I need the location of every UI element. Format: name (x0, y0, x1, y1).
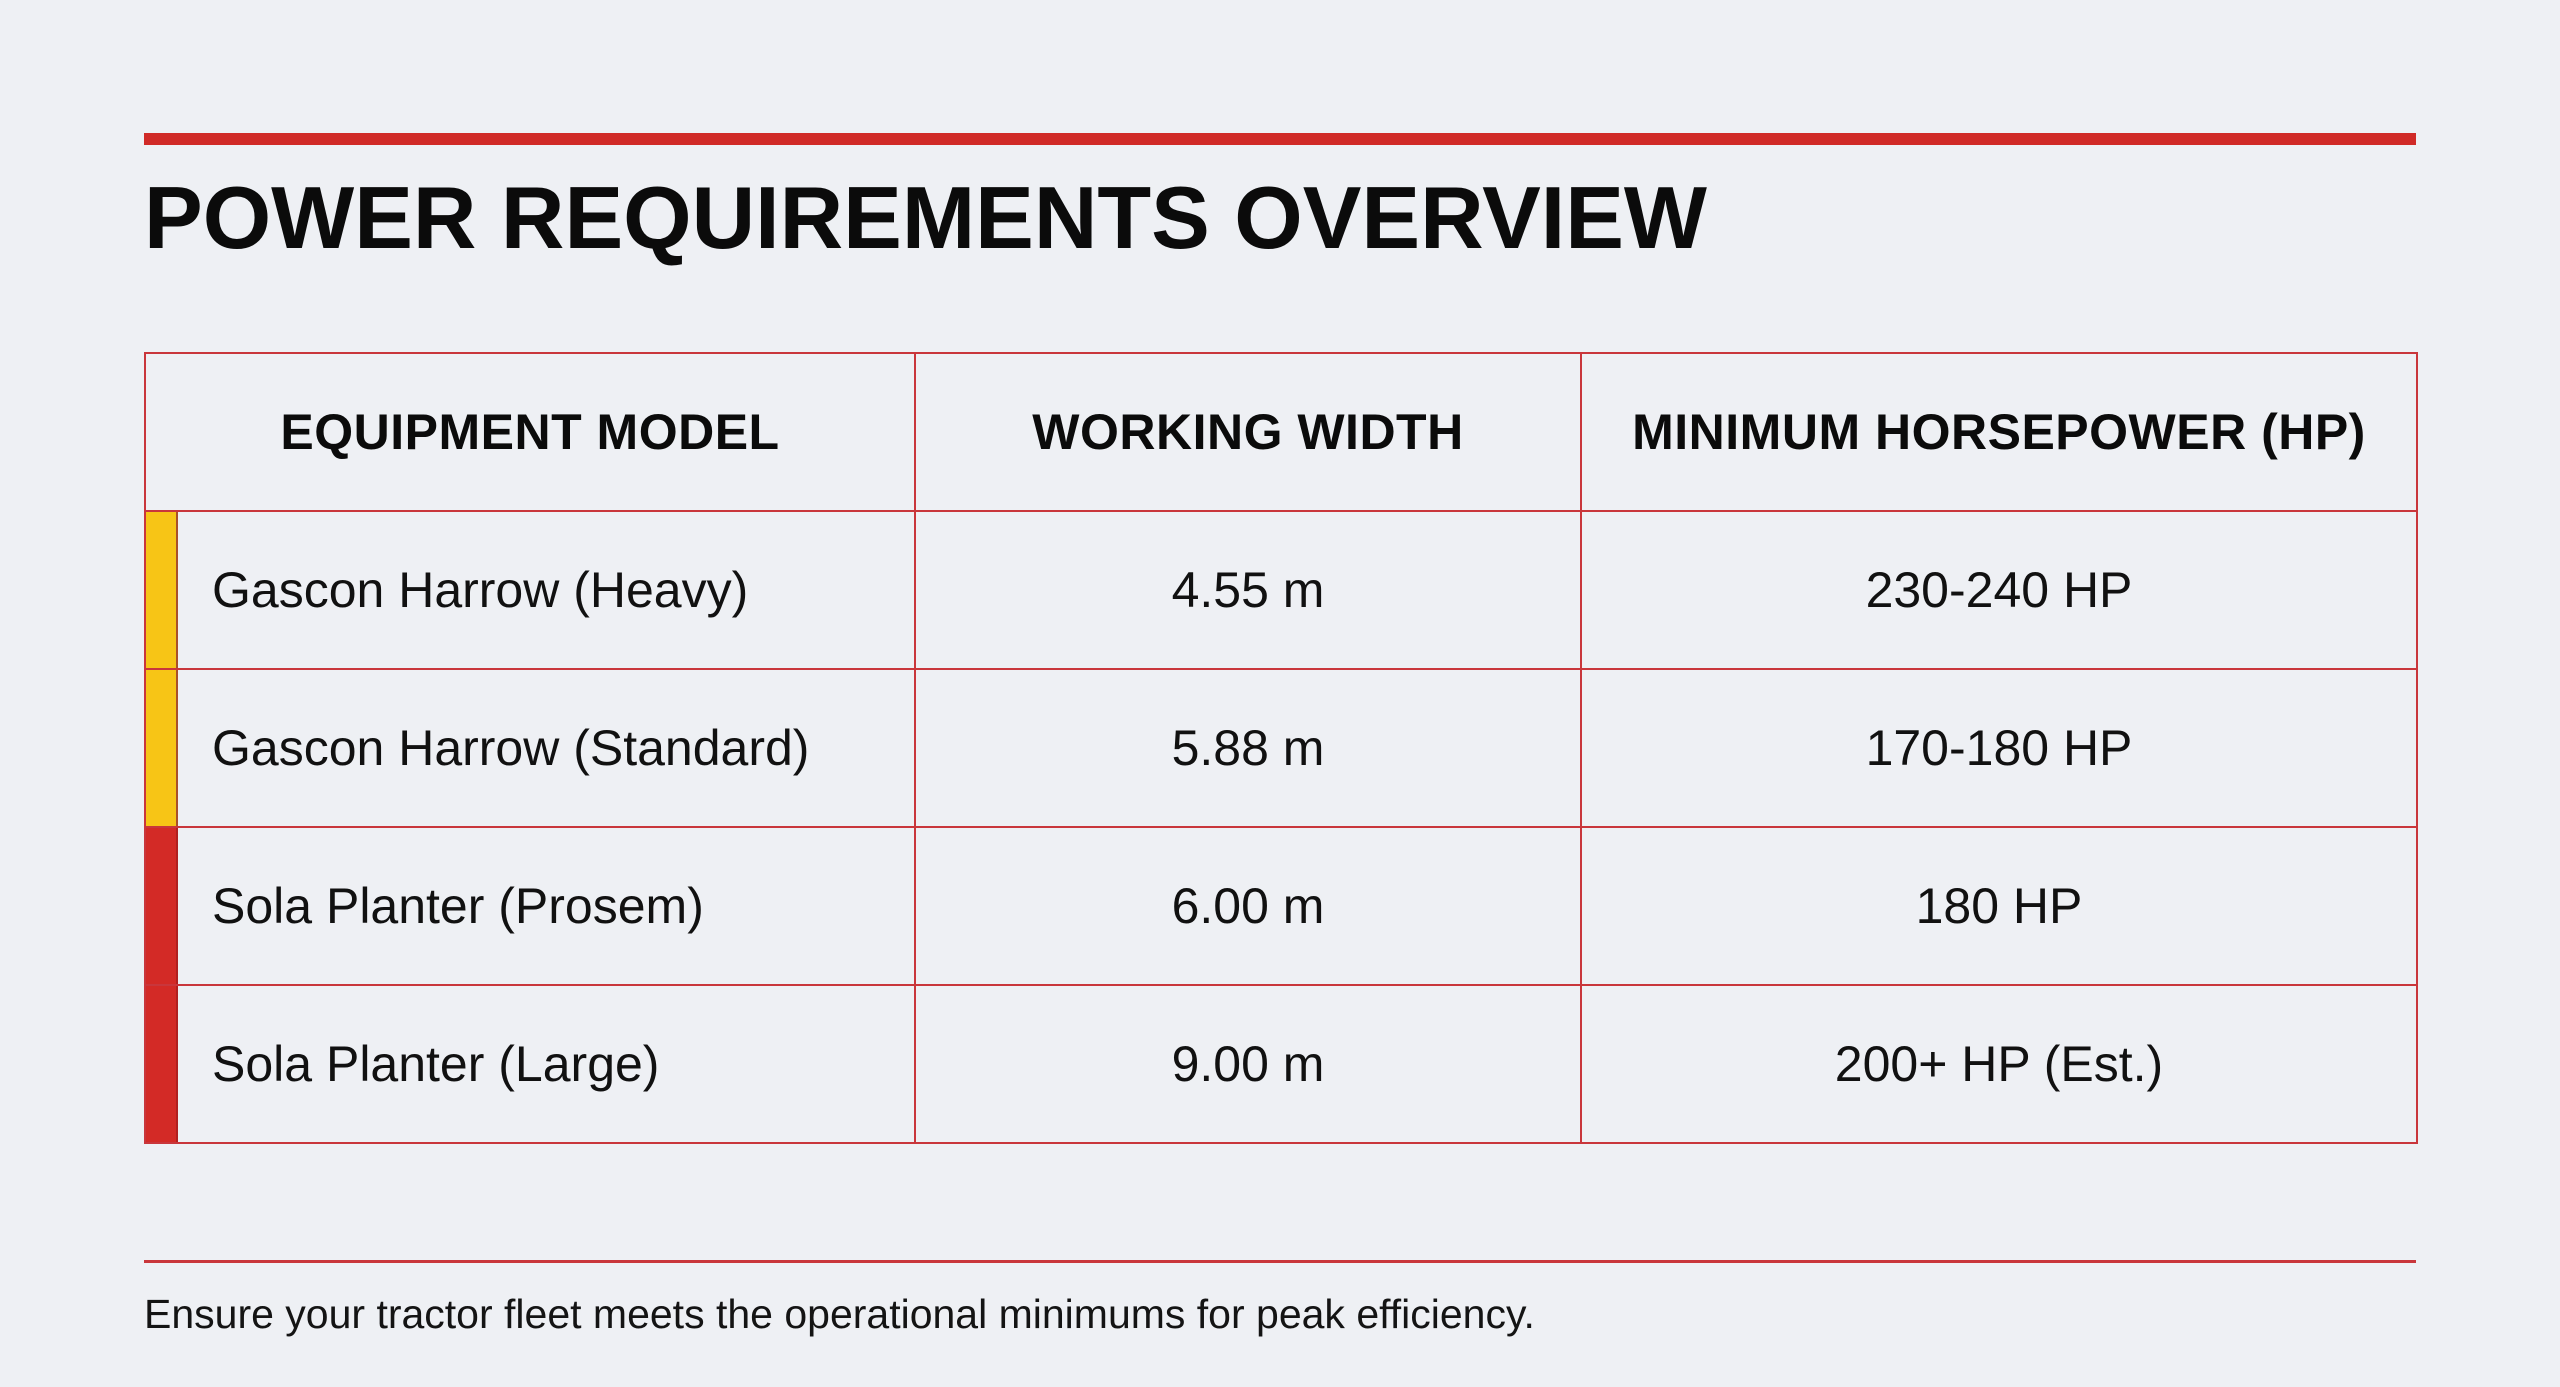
working-width-cell: 6.00 m (914, 826, 1582, 986)
working-width-cell: 4.55 m (914, 510, 1582, 670)
model-cell: Gascon Harrow (Standard) (144, 668, 916, 828)
table-header-row: EQUIPMENT MODEL WORKING WIDTH MINIMUM HO… (144, 352, 2418, 512)
footer-note: Ensure your tractor fleet meets the oper… (144, 1291, 1535, 1337)
category-stripe-harrow (146, 670, 178, 826)
model-name: Sola Planter (Large) (212, 1036, 660, 1092)
table-row: Sola Planter (Large) 9.00 m 200+ HP (Est… (144, 984, 2418, 1144)
category-stripe-planter (146, 828, 178, 984)
model-name: Gascon Harrow (Heavy) (212, 562, 749, 618)
working-width-cell: 9.00 m (914, 984, 1582, 1144)
footer-divider (144, 1260, 2416, 1263)
model-cell: Gascon Harrow (Heavy) (144, 510, 916, 670)
table-row: Gascon Harrow (Standard) 5.88 m 170-180 … (144, 668, 2418, 828)
column-header-minimum-horsepower: MINIMUM HORSEPOWER (HP) (1580, 352, 2418, 512)
model-cell: Sola Planter (Large) (144, 984, 916, 1144)
model-name: Sola Planter (Prosem) (212, 878, 704, 934)
model-name: Gascon Harrow (Standard) (212, 720, 810, 776)
working-width-cell: 5.88 m (914, 668, 1582, 828)
column-header-working-width: WORKING WIDTH (914, 352, 1582, 512)
page-title: POWER REQUIREMENTS OVERVIEW (144, 168, 1707, 267)
category-stripe-harrow (146, 512, 178, 668)
table-row: Sola Planter (Prosem) 6.00 m 180 HP (144, 826, 2418, 986)
model-cell: Sola Planter (Prosem) (144, 826, 916, 986)
top-accent-rule (144, 133, 2416, 145)
horsepower-cell: 170-180 HP (1580, 668, 2418, 828)
horsepower-cell: 230-240 HP (1580, 510, 2418, 670)
category-stripe-planter (146, 986, 178, 1142)
horsepower-cell: 200+ HP (Est.) (1580, 984, 2418, 1144)
column-header-equipment-model: EQUIPMENT MODEL (144, 352, 916, 512)
power-requirements-table: EQUIPMENT MODEL WORKING WIDTH MINIMUM HO… (144, 352, 2418, 1144)
horsepower-cell: 180 HP (1580, 826, 2418, 986)
table-row: Gascon Harrow (Heavy) 4.55 m 230-240 HP (144, 510, 2418, 670)
power-requirements-table-container: EQUIPMENT MODEL WORKING WIDTH MINIMUM HO… (144, 352, 2418, 1144)
